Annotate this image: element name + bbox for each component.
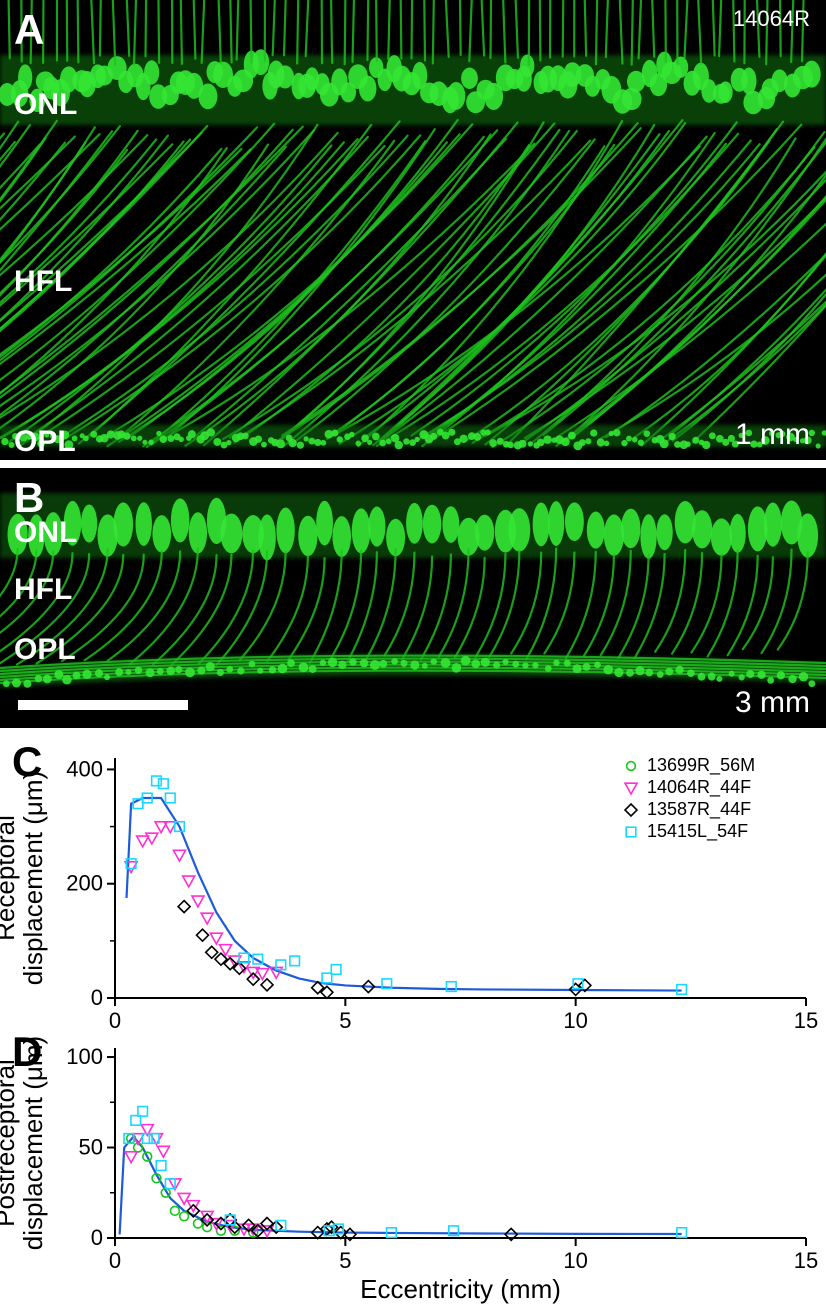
layer-label-opl-b: OPL (14, 633, 76, 667)
svg-text:Receptoral: Receptoral (0, 815, 20, 941)
svg-text:0: 0 (91, 985, 103, 1010)
svg-text:50: 50 (79, 1135, 103, 1160)
layer-label-hfl-a: HFL (14, 265, 72, 299)
sample-id: 14064R (733, 6, 810, 32)
svg-text:13699R_56M: 13699R_56M (647, 755, 755, 776)
svg-text:5: 5 (339, 1248, 351, 1273)
chart-c: C 0 200 400 0 5 10 15 Receptoraldisplacement (μ… (0, 738, 826, 1028)
chart-c-svg: 0 200 400 0 5 10 15 Receptoraldisplacement (μm)… (0, 738, 826, 1028)
svg-text:0: 0 (91, 1225, 103, 1250)
figure-container: A 14064R 1 mm ONL HFL OPL B 3 mm ONL HFL… (0, 0, 826, 1308)
svg-text:15415L_54F: 15415L_54F (647, 821, 748, 842)
svg-text:Eccentricity (mm): Eccentricity (mm) (360, 1274, 561, 1304)
panel-b: B 3 mm ONL HFL OPL (0, 468, 826, 728)
panel-a-letter: A (14, 6, 44, 54)
svg-text:10: 10 (563, 1008, 587, 1028)
panel-a-distance: 1 mm (735, 418, 810, 452)
chart-d: D 050100051015Postreceptoraldisplacement… (0, 1028, 826, 1308)
chart-d-svg: 050100051015Postreceptoraldisplacement (… (0, 1028, 826, 1308)
panel-b-distance: 3 mm (735, 686, 810, 720)
micrograph-a (0, 0, 826, 460)
panel-c-letter: C (12, 738, 42, 786)
svg-text:14064R_44F: 14064R_44F (647, 777, 751, 798)
svg-text:13587R_44F: 13587R_44F (647, 799, 751, 820)
svg-text:15: 15 (794, 1248, 818, 1273)
svg-text:Postreceptoral: Postreceptoral (0, 1059, 20, 1227)
svg-text:10: 10 (563, 1248, 587, 1273)
svg-text:5: 5 (339, 1008, 351, 1028)
svg-text:displacement (μm): displacement (μm) (18, 771, 48, 985)
svg-text:200: 200 (66, 871, 103, 896)
svg-text:400: 400 (66, 756, 103, 781)
panel-d-letter: D (12, 1028, 42, 1076)
layer-label-onl-b: ONL (14, 516, 77, 550)
layer-label-onl-a: ONL (14, 88, 77, 122)
panel-a: A 14064R 1 mm ONL HFL OPL (0, 0, 826, 460)
svg-text:0: 0 (109, 1008, 121, 1028)
panel-b-letter: B (14, 474, 44, 522)
micrograph-b (0, 468, 826, 728)
svg-text:100: 100 (66, 1044, 103, 1069)
svg-text:0: 0 (109, 1248, 121, 1273)
layer-label-opl-a: OPL (14, 425, 76, 459)
svg-text:15: 15 (794, 1008, 818, 1028)
layer-label-hfl-b: HFL (14, 573, 72, 607)
scalebar (18, 700, 188, 710)
charts-container: C 0 200 400 0 5 10 15 Receptoraldisplacement (μ… (0, 738, 826, 1308)
